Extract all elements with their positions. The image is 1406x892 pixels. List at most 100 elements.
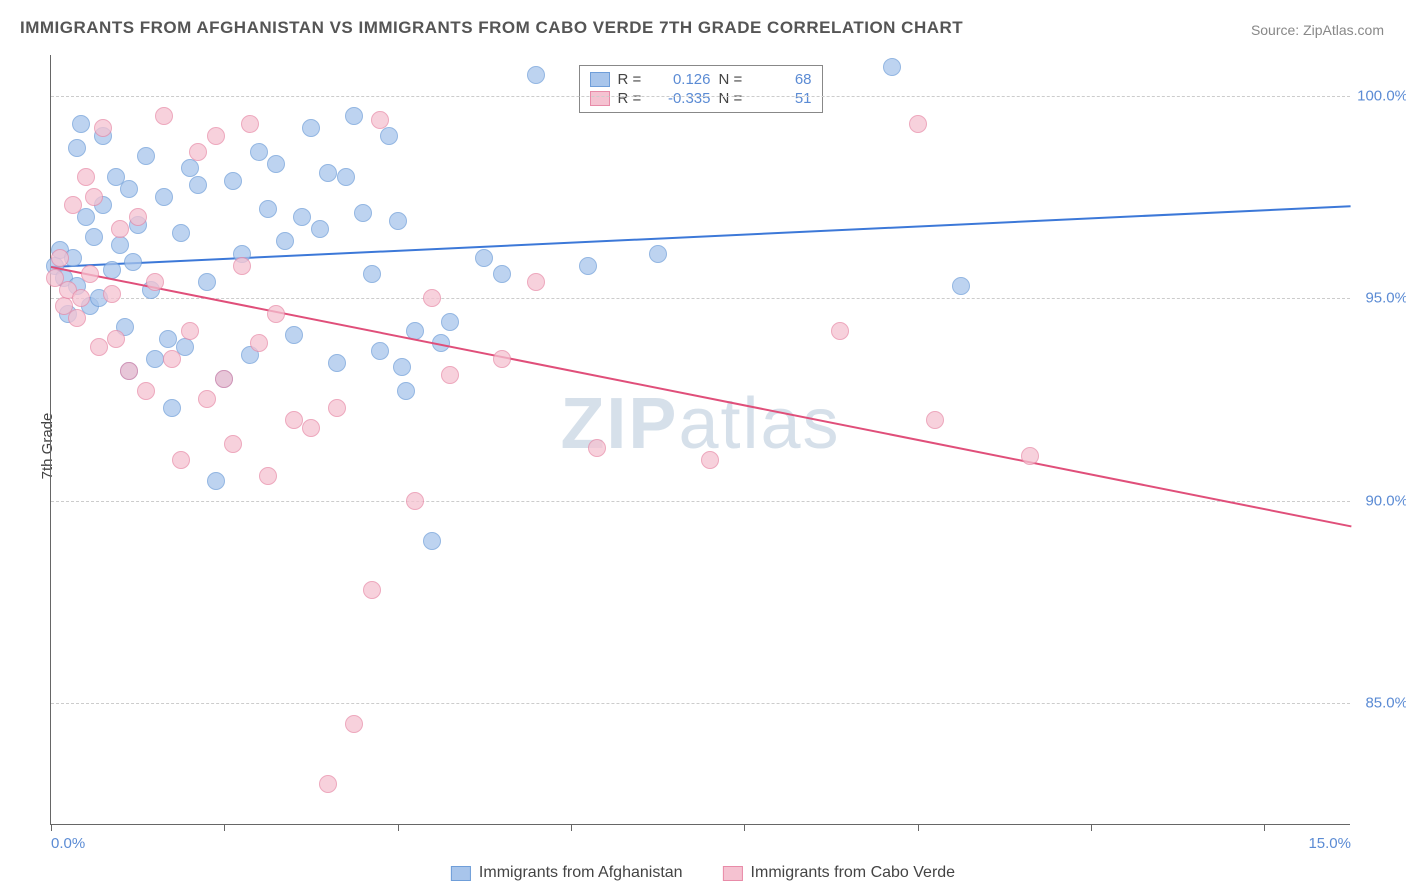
data-point	[1021, 447, 1039, 465]
data-point	[267, 155, 285, 173]
data-point	[423, 532, 441, 550]
legend-n-value: 68	[757, 71, 812, 88]
data-point	[649, 245, 667, 263]
data-point	[441, 313, 459, 331]
data-point	[302, 419, 320, 437]
x-tick	[744, 824, 745, 831]
data-point	[198, 273, 216, 291]
data-point	[146, 273, 164, 291]
data-point	[380, 127, 398, 145]
data-point	[146, 350, 164, 368]
data-point	[363, 581, 381, 599]
gridline	[51, 703, 1350, 704]
data-point	[94, 119, 112, 137]
data-point	[181, 159, 199, 177]
data-point	[163, 350, 181, 368]
data-point	[588, 439, 606, 457]
data-point	[701, 451, 719, 469]
data-point	[72, 115, 90, 133]
data-point	[493, 350, 511, 368]
legend-label: Immigrants from Cabo Verde	[751, 864, 956, 882]
data-point	[159, 330, 177, 348]
series-legend: Immigrants from Afghanistan Immigrants fr…	[451, 864, 955, 882]
data-point	[107, 330, 125, 348]
data-point	[926, 411, 944, 429]
data-point	[319, 775, 337, 793]
legend-item: Immigrants from Afghanistan	[451, 864, 683, 882]
data-point	[77, 168, 95, 186]
trend-line	[51, 266, 1351, 527]
data-point	[198, 390, 216, 408]
y-tick-label: 95.0%	[1365, 290, 1406, 307]
data-point	[64, 196, 82, 214]
legend-n-label: N =	[719, 71, 749, 88]
data-point	[397, 382, 415, 400]
y-tick-label: 85.0%	[1365, 695, 1406, 712]
data-point	[311, 220, 329, 238]
data-point	[137, 147, 155, 165]
data-point	[189, 176, 207, 194]
data-point	[250, 334, 268, 352]
data-point	[345, 715, 363, 733]
x-tick-label: 15.0%	[1308, 835, 1351, 852]
data-point	[371, 111, 389, 129]
data-point	[393, 358, 411, 376]
x-tick	[224, 824, 225, 831]
data-point	[172, 224, 190, 242]
data-point	[441, 366, 459, 384]
legend-row: R =-0.335N =51	[590, 89, 812, 108]
data-point	[51, 249, 69, 267]
data-point	[527, 273, 545, 291]
data-point	[250, 143, 268, 161]
data-point	[259, 200, 277, 218]
data-point	[224, 172, 242, 190]
data-point	[579, 257, 597, 275]
data-point	[319, 164, 337, 182]
legend-r-value: -0.335	[656, 90, 711, 107]
data-point	[883, 58, 901, 76]
data-point	[406, 492, 424, 510]
data-point	[103, 285, 121, 303]
legend-swatch	[451, 866, 471, 881]
legend-n-value: 51	[757, 90, 812, 107]
x-tick	[1264, 824, 1265, 831]
x-tick	[398, 824, 399, 831]
data-point	[302, 119, 320, 137]
data-point	[111, 220, 129, 238]
x-tick	[571, 824, 572, 831]
data-point	[345, 107, 363, 125]
x-tick-label: 0.0%	[51, 835, 85, 852]
data-point	[337, 168, 355, 186]
data-point	[328, 354, 346, 372]
data-point	[72, 289, 90, 307]
data-point	[224, 435, 242, 453]
data-point	[293, 208, 311, 226]
data-point	[181, 322, 199, 340]
data-point	[354, 204, 372, 222]
data-point	[207, 472, 225, 490]
data-point	[527, 66, 545, 84]
correlation-legend: R =0.126N =68R =-0.335N =51	[579, 65, 823, 113]
data-point	[90, 338, 108, 356]
data-point	[423, 289, 441, 307]
data-point	[493, 265, 511, 283]
legend-n-label: N =	[719, 90, 749, 107]
data-point	[155, 188, 173, 206]
legend-swatch	[723, 866, 743, 881]
data-point	[172, 451, 190, 469]
data-point	[241, 115, 259, 133]
legend-swatch	[590, 72, 610, 87]
data-point	[189, 143, 207, 161]
data-point	[371, 342, 389, 360]
gridline	[51, 96, 1350, 97]
y-tick-label: 100.0%	[1357, 87, 1406, 104]
legend-label: Immigrants from Afghanistan	[479, 864, 683, 882]
data-point	[285, 326, 303, 344]
legend-r-label: R =	[618, 71, 648, 88]
scatter-plot: ZIPatlas R =0.126N =68R =-0.335N =51 85.…	[50, 55, 1350, 825]
data-point	[909, 115, 927, 133]
y-tick-label: 90.0%	[1365, 492, 1406, 509]
data-point	[85, 188, 103, 206]
source-label: Source: ZipAtlas.com	[1251, 22, 1384, 38]
legend-swatch	[590, 91, 610, 106]
